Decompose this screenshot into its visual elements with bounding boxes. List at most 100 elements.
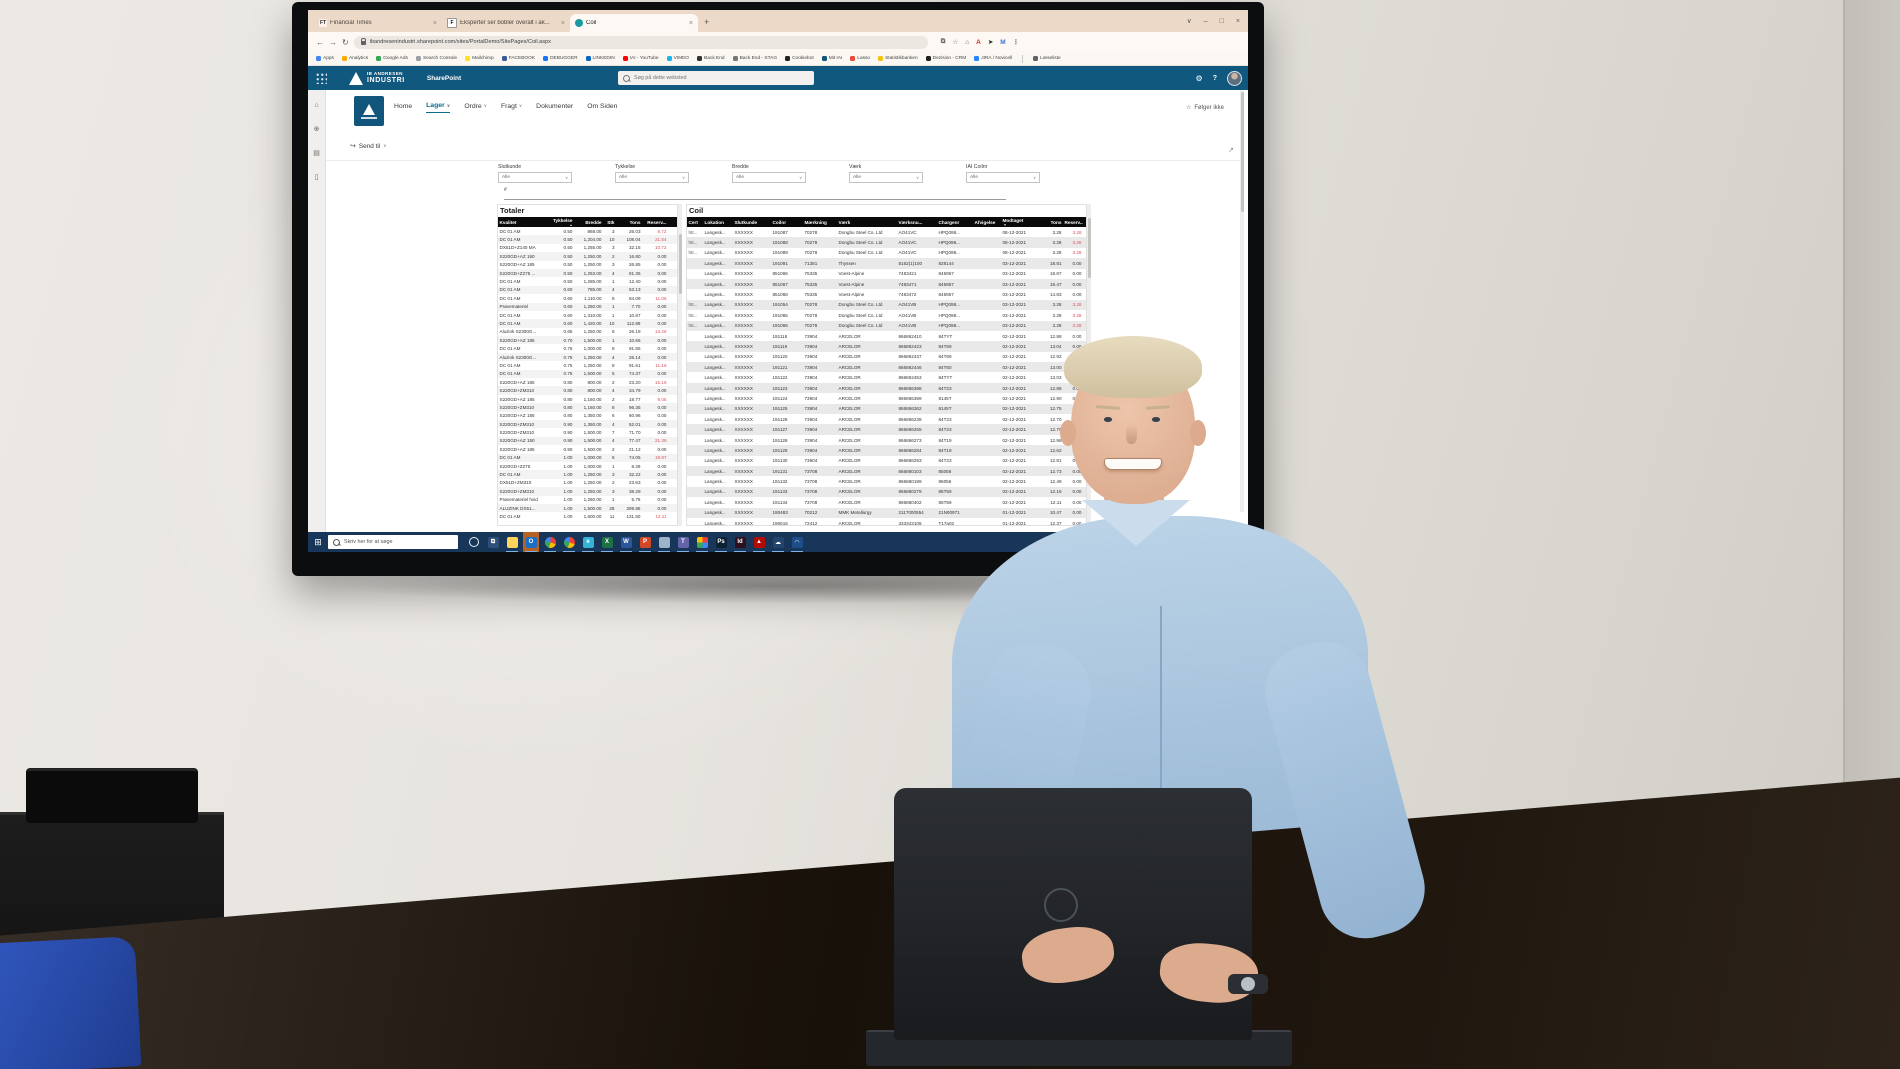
nav-item-dokumenter[interactable]: Dokumenter	[536, 102, 574, 110]
teams-icon[interactable]: T	[675, 532, 691, 552]
photoshop-icon[interactable]: Ps	[713, 532, 729, 552]
column-header[interactable]: Mærkning	[804, 219, 827, 225]
table-row[interactable]: Langesk... XXXXXX 191118 73904 ARCELOR 866862…	[704, 333, 1082, 339]
table-row[interactable]: htt... Langesk... XXXXXX 191088 70278 Dongbu …	[687, 237, 1086, 248]
table-row[interactable]: Langesk... XXXXXX 190616 72412 ARCELOR 333343…	[704, 520, 1082, 526]
table-row[interactable]: DC 01 AM 1.00 1,000.00 6 74.05 19.97	[498, 453, 677, 462]
m-extension-icon[interactable]: M	[1000, 38, 1006, 46]
table-row[interactable]: Aluzink S2300G... 0.65 1,250.00 6 26.19 13.26	[499, 329, 667, 335]
google-icon[interactable]	[561, 532, 577, 552]
table-row[interactable]: DC 01 AM 0.60 785.00 4 53.13 0.00	[498, 285, 677, 295]
excel-icon[interactable]: X	[599, 532, 615, 552]
new-tab-button[interactable]: +	[704, 17, 710, 27]
arrow-extension-icon[interactable]: ➤	[987, 39, 994, 46]
table-row[interactable]: DC 01 AM 1.00 1,250.00 3 32.22 0.00	[498, 470, 677, 479]
globe-icon[interactable]: ⊕	[313, 126, 320, 133]
site-search-input[interactable]: Søg på dette websted	[618, 71, 814, 85]
close-tab-icon[interactable]: ×	[688, 19, 693, 27]
follow-button[interactable]: ☆ Følger ikke	[1185, 104, 1224, 112]
table-row[interactable]: DX51D+Z140 MA 0.50 1,255.00 3 32.15 10.72	[499, 245, 667, 251]
totaler-scrollbar[interactable]	[678, 204, 682, 526]
task-view-icon[interactable]: ⧉	[485, 532, 501, 552]
table-row[interactable]: Prøvemateriel 0.60 1,250.00 1 7.70 0.00	[498, 302, 677, 311]
bookmark-item[interactable]: Back End - STAG	[732, 56, 777, 61]
bookmark-item[interactable]: IAI - YouTube	[622, 56, 659, 61]
table-row[interactable]: htt... Langesk... XXXXXX 191065 70278 Dongbu …	[688, 312, 1082, 318]
table-row[interactable]: Langesk... XXXXXX 191123 73904 ARCELOR 866866…	[687, 382, 1086, 394]
bookmark-item[interactable]: FACEBOOK	[501, 56, 535, 61]
table-row[interactable]: Langesk... XXXXXX 191129 73904 ARCELOR 866866…	[687, 445, 1086, 456]
table-row[interactable]: Aluzink S2300G... 0.75 1,250.00 4 26.14 0.00	[498, 352, 677, 362]
table-row[interactable]: DC 01 AM 0.60 1,420.00 10 112.89 0.00	[498, 319, 677, 328]
bookmark-item[interactable]: DEBUGGER	[543, 56, 578, 61]
table-row[interactable]: DC 01 AM 0.60 1,310.00 1 10.87 0.00	[499, 312, 667, 318]
bookmark-item[interactable]: Lasso	[850, 56, 870, 61]
browser-tab[interactable]: F Eksperter ser bobler overalt i ak... ×	[442, 14, 570, 32]
bookmark-star-icon[interactable]: ☆	[952, 39, 959, 46]
bookmark-item[interactable]: LINKEDIN	[585, 56, 615, 61]
column-header[interactable]: Lokation	[704, 219, 725, 225]
coilnr-input[interactable]	[504, 199, 1006, 200]
table-row[interactable]: Langesk... XXXXXX 191131 73708 ARCELOR 866860…	[687, 465, 1086, 477]
filter-dropdown[interactable]: Alle ∨	[849, 172, 923, 183]
filter-dropdown[interactable]: Alle ∨	[732, 172, 806, 183]
acrobat-icon[interactable]: ▲	[751, 532, 767, 552]
table-row[interactable]: S220GD+AZ 185 0.80 1,160.00 2 18.77 9.05	[499, 396, 667, 402]
table-row[interactable]: Langesk... XXXXXX 191122 73904 ARCELOR 866862…	[704, 375, 1082, 381]
table-row[interactable]: DC 01 AM 0.50 1,204.00 10 108.04 21.54	[498, 235, 677, 244]
table-row[interactable]: S220GD+AZ 150 0.50 1,250.00 2 16.80 0.00	[498, 252, 677, 261]
table-row[interactable]: S220GD+AZ 185 0.80 1,350.00 6 60.96 0.00	[499, 413, 667, 419]
send-to-button[interactable]: ↪ Send til ∨	[350, 142, 387, 151]
table-row[interactable]: Langesk... XXXXXX 851066 75335 Voest-Alpine 7…	[704, 271, 1082, 277]
bookmark-item[interactable]: Google Ads	[376, 56, 408, 61]
table-row[interactable]: htt... Langesk... XXXXXX 191089 70278 Dongbu …	[688, 250, 1082, 256]
column-header[interactable]: Stk	[607, 219, 615, 225]
close-button[interactable]: ×	[1235, 17, 1240, 25]
table-row[interactable]: Langesk... XXXXXX 191132 73708 ARCELOR 866860…	[704, 479, 1082, 485]
wifi-app-icon[interactable]: ◠	[789, 532, 805, 552]
cortana-icon[interactable]	[466, 532, 482, 552]
column-header[interactable]: Slutkunde	[734, 219, 758, 225]
table-row[interactable]: Langesk... XXXXXX 851067 75335 Voest-Alpine 7…	[687, 278, 1086, 290]
nav-item-home[interactable]: Home	[394, 102, 413, 110]
table-row[interactable]: DC 01 AM 0.75 1,250.00 8 91.61 11.16	[499, 362, 667, 368]
maximize-button[interactable]: □	[1219, 17, 1224, 25]
table-row[interactable]: htt... Langesk... XXXXXX 191087 70278 Dongbu …	[688, 229, 1082, 235]
table-row[interactable]: htt... Langesk... XXXXXX 191066 70278 Dongbu …	[687, 320, 1086, 331]
weather-app-icon[interactable]: ☁	[770, 532, 786, 552]
home-extension-icon[interactable]: ⌂	[965, 38, 970, 46]
table-row[interactable]: DC 01 AM 0.50 868.00 3 26.03 8.72	[499, 228, 667, 234]
column-header[interactable]: Tons	[629, 219, 641, 225]
table-row[interactable]: DC 01 AM 0.60 1,110.00 8 84.09 11.06	[499, 295, 667, 301]
table-row[interactable]: DX51D+ZM310 1.00 1,250.00 2 23.63 0.00	[499, 480, 667, 486]
table-row[interactable]: S220GD+AZ 185 0.70 1,500.00 1 10.66 0.00	[498, 336, 677, 345]
indesign-icon[interactable]: Id	[732, 532, 748, 552]
filter-dropdown[interactable]: Alle ∨	[966, 172, 1040, 183]
table-row[interactable]: S220GD+Z275 ... 0.50 1,253.00 4 81.35 0.00	[498, 268, 677, 278]
table-row[interactable]: Langesk... XXXXXX 190483 70212 MMK Metallurg…	[687, 507, 1086, 518]
bookmark-item[interactable]: VIMEO	[666, 56, 689, 61]
bookmark-item[interactable]: Læseliste	[1033, 56, 1061, 61]
close-tab-icon[interactable]: ×	[432, 19, 437, 27]
bookmark-item[interactable]: Back End	[697, 56, 725, 61]
back-button[interactable]: ←	[316, 37, 324, 47]
edge-icon[interactable]: e	[580, 532, 596, 552]
column-header[interactable]: Værksnu...	[898, 219, 923, 225]
onedrive-icon[interactable]	[656, 532, 672, 552]
start-button[interactable]: ⊞	[314, 536, 322, 547]
app-launcher-icon[interactable]	[315, 72, 327, 84]
nav-item-fragt[interactable]: Fragt ∨	[500, 102, 523, 110]
site-logo[interactable]	[354, 96, 384, 126]
bookmark-item[interactable]: Apps	[316, 56, 334, 61]
bookmark-item[interactable]: Analytics	[341, 56, 368, 61]
table-row[interactable]: Langesk... XXXXXX 191134 73708 ARCELOR 866860…	[704, 499, 1082, 505]
browser-tab[interactable]: Coil ×	[570, 14, 698, 32]
news-icon[interactable]: ▤	[313, 150, 320, 157]
outlook-icon[interactable]: O	[523, 532, 539, 552]
nav-item-om-siden[interactable]: Om Siden	[587, 102, 618, 110]
word-icon[interactable]: W	[618, 532, 634, 552]
bookmark-item[interactable]: Dezision - CRM	[925, 56, 966, 61]
forward-button[interactable]: →	[329, 37, 337, 47]
acrobat-extension-icon[interactable]: A	[976, 38, 981, 46]
table-row[interactable]: Langesk... XXXXXX 191126 73904 ARCELOR 866866…	[704, 416, 1082, 422]
